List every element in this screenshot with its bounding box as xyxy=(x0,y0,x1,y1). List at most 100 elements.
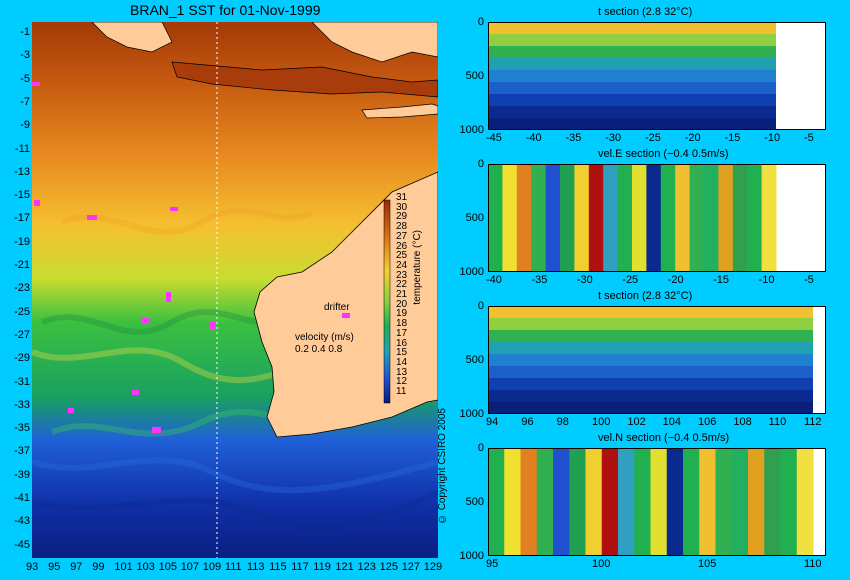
colorbar-tick-label: 27 xyxy=(396,230,408,242)
colorbar-tick-label: 23 xyxy=(396,269,408,281)
depth-tick-label: 0 xyxy=(477,442,484,454)
plot-frame xyxy=(488,448,826,556)
depth-tick-label: 1000 xyxy=(459,124,484,136)
colorbar-tick-label: 17 xyxy=(396,327,408,339)
drifter-marker xyxy=(170,207,178,211)
plot-frame xyxy=(488,306,826,414)
section-x-tick-label: 100 xyxy=(592,558,611,570)
velocity-band xyxy=(764,448,781,556)
section-x-tick-label: -10 xyxy=(758,274,775,286)
section-title: t section (2.8 32°C) xyxy=(598,6,693,18)
section-x-tick-label: 94 xyxy=(486,416,499,428)
velocity-band xyxy=(632,164,647,272)
lat-tick-label: -19 xyxy=(14,235,30,248)
section-x-tick-label: -20 xyxy=(667,274,684,286)
lon-tick-label: 107 xyxy=(180,561,200,573)
drifter-marker xyxy=(68,408,74,413)
drifter-marker xyxy=(152,427,161,433)
lat-tick-label: -27 xyxy=(14,328,30,341)
drifter-legend-label: drifter xyxy=(324,302,350,313)
land-australia xyxy=(253,171,438,438)
section-x-tick-label: -10 xyxy=(764,132,781,144)
section-plot[interactable] xyxy=(488,448,826,556)
velocity-band xyxy=(646,164,662,272)
temperature-band xyxy=(488,46,776,59)
velocity-band xyxy=(488,164,503,272)
section-x-tick-label: 112 xyxy=(804,416,822,428)
section-plot[interactable] xyxy=(488,306,826,414)
lat-tick-label: -1 xyxy=(20,26,30,38)
section-x-tick-label: -25 xyxy=(622,274,639,286)
section-x-tick-label: 105 xyxy=(698,558,717,570)
velocity-band xyxy=(504,448,521,556)
velocity-band xyxy=(601,448,619,556)
section-x-tick-label: 110 xyxy=(804,558,822,570)
section-x-tick-label: 110 xyxy=(768,416,787,428)
lat-tick-label: -39 xyxy=(14,468,30,481)
lat-tick-label: -35 xyxy=(14,422,30,435)
velocity-band xyxy=(650,448,668,556)
temperature-band xyxy=(488,58,776,71)
lon-tick-label: 101 xyxy=(114,561,133,573)
velocity-band xyxy=(574,164,590,272)
colorbar-tick-label: 24 xyxy=(396,259,408,271)
colorbar-tick-label: 12 xyxy=(396,376,408,388)
velocity-band xyxy=(660,164,676,272)
lon-tick-label: 121 xyxy=(335,561,354,573)
lat-tick-label: -15 xyxy=(14,189,30,202)
section-title: vel.E section (−0.4 0.5m/s) xyxy=(598,148,729,160)
lon-tick-label: 103 xyxy=(136,561,155,573)
temperature-band xyxy=(488,354,813,367)
temperature-band xyxy=(488,318,813,331)
lat-tick-label: -33 xyxy=(14,398,30,411)
temperature-band xyxy=(488,82,776,95)
velocity-band xyxy=(634,448,651,556)
lat-tick-label: -3 xyxy=(20,49,30,62)
section-x-tick-label: -30 xyxy=(605,132,622,144)
lat-tick-label: -17 xyxy=(14,212,30,225)
eddy-texture xyxy=(32,207,438,530)
colorbar-label: temperature (°C) xyxy=(412,230,423,305)
colorbar-tick-label: 25 xyxy=(396,250,408,262)
velocity-band xyxy=(689,164,705,272)
lon-tick-label: 117 xyxy=(291,561,309,573)
temperature-band xyxy=(488,378,813,391)
lon-tick-label: 113 xyxy=(247,561,265,573)
velocity-band xyxy=(536,448,554,556)
lat-tick-label: -25 xyxy=(14,305,30,318)
colorbar-tick-label: 30 xyxy=(396,201,408,213)
section-plot[interactable] xyxy=(488,22,826,130)
colorbar-tick-label: 18 xyxy=(396,318,408,330)
copyright: © Copyright CSIRO 2005 xyxy=(437,408,448,525)
temperature-band xyxy=(488,306,813,319)
velocity-band xyxy=(588,164,604,272)
depth-tick-label: 500 xyxy=(465,70,484,82)
lat-tick-label: -29 xyxy=(14,352,30,365)
lat-tick-label: -41 xyxy=(14,492,30,504)
velocity-band xyxy=(585,448,603,556)
velocity-band xyxy=(732,164,748,272)
colorbar-tick-label: 11 xyxy=(396,386,407,397)
sst-map[interactable]: drifter velocity (m/s) 0.2 0.4 0.8 xyxy=(32,22,438,558)
section-plot[interactable] xyxy=(488,164,826,272)
lon-tick-label: 115 xyxy=(269,561,287,573)
section-x-tick-label: -25 xyxy=(645,132,661,144)
temperature-band xyxy=(488,342,813,355)
colorbar xyxy=(383,199,391,404)
velocity-band xyxy=(675,164,691,272)
section-x-tick-label: -5 xyxy=(804,274,814,286)
velocity-band xyxy=(761,164,777,272)
temperature-band xyxy=(488,330,813,343)
lon-tick-label: 99 xyxy=(92,561,105,573)
velocity-band xyxy=(796,448,814,556)
lon-tick-label: 123 xyxy=(357,561,376,573)
lat-tick-label: -23 xyxy=(14,282,30,295)
velocity-band xyxy=(553,448,570,556)
lon-tick-label: 129 xyxy=(423,561,443,573)
lon-tick-label: 125 xyxy=(379,561,398,573)
section-x-tick-label: 95 xyxy=(486,558,499,570)
lat-tick-label: -5 xyxy=(20,72,30,85)
drifter-marker xyxy=(32,82,40,86)
velocity-band xyxy=(731,448,749,556)
section-x-tick-label: 96 xyxy=(521,416,534,428)
